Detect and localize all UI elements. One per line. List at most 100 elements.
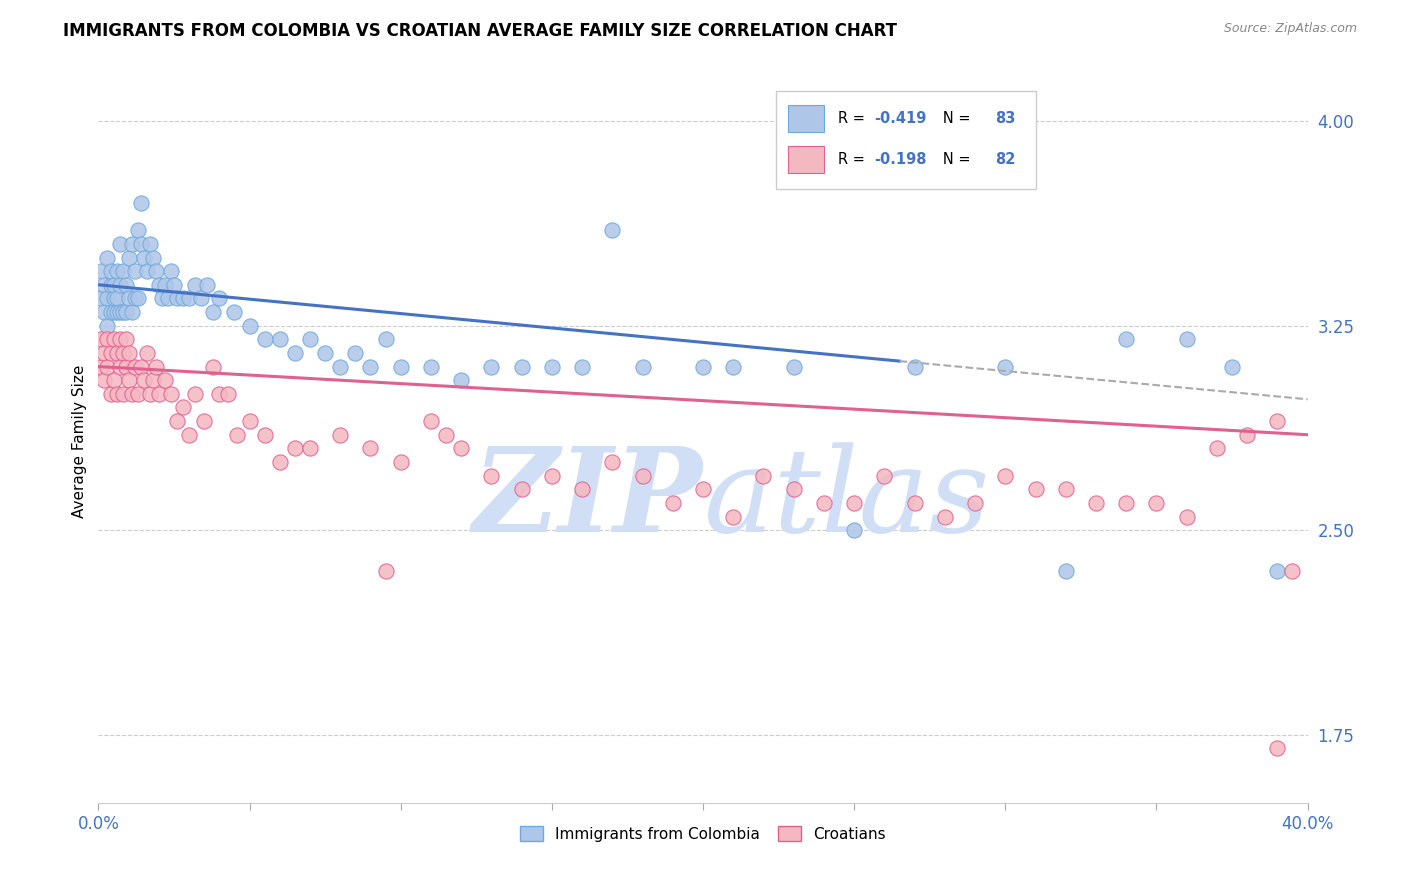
Point (103, 373, 125, 387)
Point (108, 359, 131, 374)
Point (121, 387, 143, 401)
Point (124, 292, 146, 306)
Text: 83: 83 (995, 112, 1017, 126)
Point (510, 359, 533, 374)
Point (103, 277, 125, 292)
Point (105, 305, 128, 319)
Point (90, 332, 112, 346)
Point (93, 305, 115, 319)
Point (329, 359, 352, 374)
Point (374, 564, 396, 578)
Point (129, 196, 152, 211)
Point (904, 359, 927, 374)
Point (1054, 482, 1077, 496)
Point (160, 387, 183, 401)
Point (752, 468, 775, 483)
Point (96, 332, 118, 346)
Point (202, 305, 225, 319)
Point (692, 359, 714, 374)
Point (172, 292, 194, 306)
Point (145, 359, 167, 374)
Point (132, 251, 155, 265)
Bar (787, 105, 824, 132)
Point (118, 346, 141, 360)
Point (135, 346, 157, 360)
Point (540, 468, 562, 483)
Text: -0.198: -0.198 (875, 153, 927, 168)
Point (163, 277, 186, 292)
Point (172, 401, 194, 415)
Point (269, 332, 291, 346)
Point (124, 264, 146, 278)
Point (105, 264, 128, 278)
Point (994, 468, 1017, 483)
Point (631, 468, 654, 483)
Point (723, 359, 745, 374)
Point (184, 387, 207, 401)
Point (934, 509, 956, 524)
Point (420, 414, 443, 428)
Point (156, 292, 179, 306)
Point (166, 292, 188, 306)
Point (1267, 414, 1289, 428)
Point (114, 305, 136, 319)
Point (284, 442, 307, 456)
Y-axis label: Average Family Size: Average Family Size (72, 365, 87, 518)
Point (118, 373, 141, 387)
Text: IMMIGRANTS FROM COLOMBIA VS CROATIAN AVERAGE FAMILY SIZE CORRELATION CHART: IMMIGRANTS FROM COLOMBIA VS CROATIAN AVE… (63, 22, 897, 40)
Point (783, 482, 806, 496)
Point (1085, 496, 1108, 510)
Point (100, 387, 122, 401)
Point (166, 414, 188, 428)
Point (269, 455, 291, 469)
Point (139, 387, 162, 401)
Point (93, 277, 115, 292)
Text: R =: R = (838, 153, 870, 168)
Point (208, 292, 231, 306)
Point (965, 496, 987, 510)
Point (360, 442, 382, 456)
Point (93, 373, 115, 387)
Point (114, 332, 136, 346)
Point (284, 346, 307, 360)
Point (160, 264, 183, 278)
Point (132, 373, 155, 387)
Point (90, 264, 112, 278)
Point (142, 373, 165, 387)
Point (103, 305, 125, 319)
Point (360, 359, 382, 374)
Point (90, 292, 112, 306)
Point (631, 359, 654, 374)
Text: ZIP: ZIP (472, 442, 703, 557)
Point (193, 414, 215, 428)
Point (129, 359, 152, 374)
Point (1115, 332, 1137, 346)
Point (145, 264, 167, 278)
Point (114, 277, 136, 292)
Legend: Immigrants from Colombia, Croatians: Immigrants from Colombia, Croatians (512, 818, 894, 849)
Text: R =: R = (838, 112, 870, 126)
Point (844, 523, 866, 537)
Point (450, 373, 472, 387)
Point (105, 387, 128, 401)
Point (114, 359, 136, 374)
Point (904, 496, 927, 510)
Point (96, 292, 118, 306)
Point (239, 318, 262, 333)
Point (226, 427, 249, 442)
Point (108, 236, 131, 251)
Point (153, 373, 176, 387)
Point (1267, 741, 1289, 756)
Point (844, 496, 866, 510)
Point (202, 359, 225, 374)
Point (111, 387, 134, 401)
Point (1206, 442, 1229, 456)
Text: -0.419: -0.419 (875, 112, 927, 126)
Point (1175, 332, 1198, 346)
Point (329, 427, 352, 442)
Point (105, 292, 128, 306)
Point (253, 427, 276, 442)
Point (208, 387, 231, 401)
Point (190, 292, 212, 306)
Bar (787, 146, 824, 173)
